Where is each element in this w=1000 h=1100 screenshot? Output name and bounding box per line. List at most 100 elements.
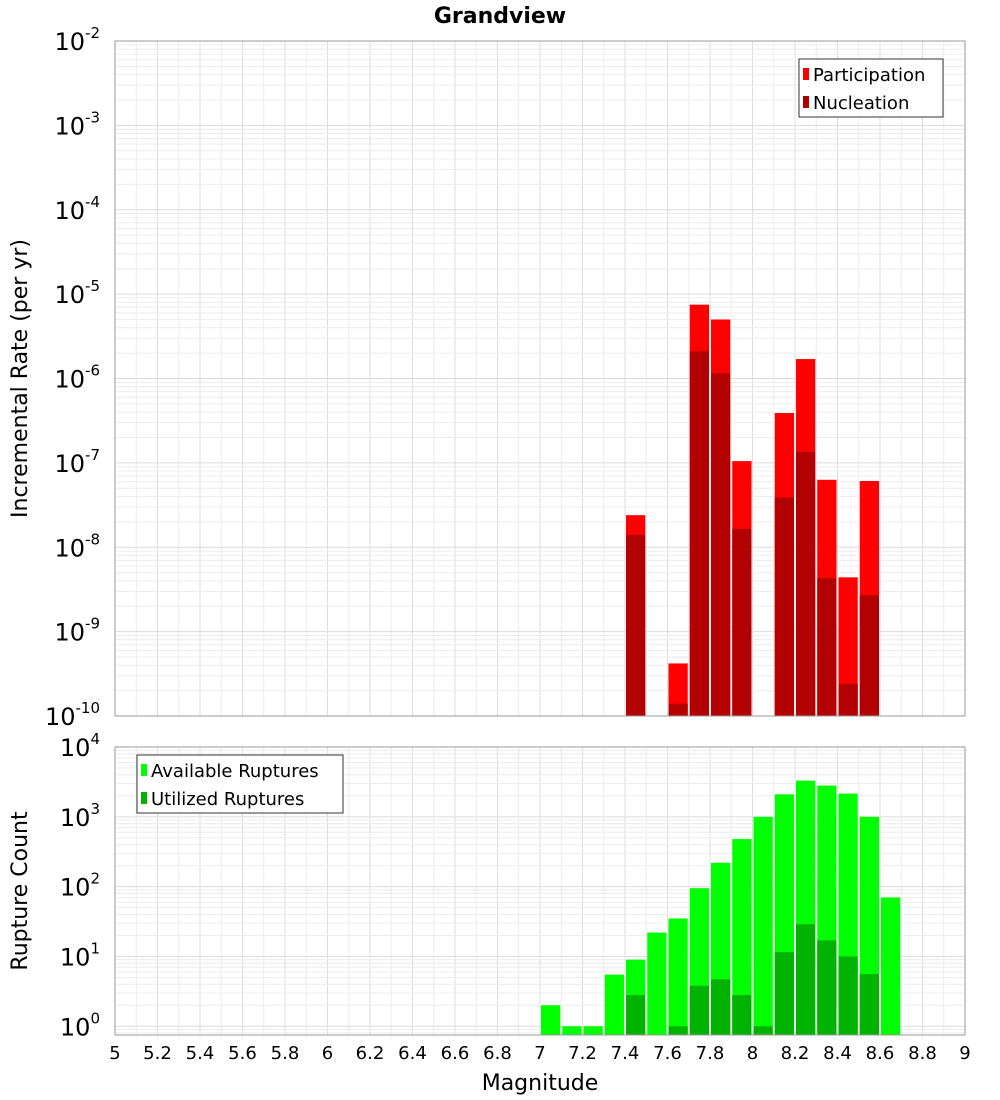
bar <box>859 595 879 716</box>
bar <box>562 1026 582 1035</box>
y-tick-exponent: -7 <box>85 446 100 464</box>
legend-swatch <box>141 792 147 804</box>
x-tick-label: 7.6 <box>653 1043 682 1064</box>
x-tick-label: 6.8 <box>483 1043 512 1064</box>
y-tick-label: 10-6 <box>54 362 100 394</box>
y-tick-label: 104 <box>60 730 100 762</box>
y-tick-base: 10 <box>54 534 85 562</box>
y-tick-exponent: 3 <box>90 800 100 818</box>
legend-label: Participation <box>813 65 925 86</box>
bar <box>796 451 816 716</box>
legend: Participation Nucleation <box>798 58 944 118</box>
y-tick-exponent: -6 <box>85 362 100 380</box>
y-tick-label: 10-2 <box>54 24 100 56</box>
legend-label: Available Ruptures <box>151 761 319 782</box>
bar <box>626 995 646 1035</box>
y-tick-label: 10-7 <box>54 446 100 478</box>
bar <box>668 1026 688 1035</box>
y-tick-label: 10-9 <box>54 615 100 647</box>
y-tick-exponent: -5 <box>85 277 100 295</box>
y-tick-exponent: 1 <box>90 939 100 957</box>
y-tick-base: 10 <box>54 28 85 56</box>
bar <box>817 578 837 716</box>
series-utilized-ruptures <box>626 924 879 1035</box>
y-tick-base: 10 <box>45 703 76 731</box>
x-tick-label: 8.6 <box>866 1043 895 1064</box>
y-tick-base: 10 <box>54 281 85 309</box>
y-tick-label: 10-8 <box>54 530 100 562</box>
x-tick-label: 5.2 <box>143 1043 172 1064</box>
legend-swatch <box>803 96 809 108</box>
y-tick-base: 10 <box>54 450 85 478</box>
x-tick-label: 5 <box>109 1043 120 1064</box>
y-tick-exponent: -8 <box>85 530 100 548</box>
bar <box>668 663 688 716</box>
bar <box>541 1005 561 1035</box>
y-tick-label: 10-5 <box>54 277 100 309</box>
bar <box>711 979 731 1035</box>
bar <box>881 897 901 1035</box>
x-tick-label: 8.4 <box>823 1043 852 1064</box>
bar <box>689 351 709 716</box>
y-tick-base: 10 <box>60 804 91 832</box>
y-tick-exponent: -9 <box>85 615 100 633</box>
bar <box>838 577 858 716</box>
x-tick-label: 6.6 <box>441 1043 470 1064</box>
bar <box>838 956 858 1035</box>
x-tick-label: 9 <box>959 1043 970 1064</box>
legend-box <box>136 754 344 814</box>
y-tick-exponent: -4 <box>85 193 100 211</box>
y-tick-base: 10 <box>60 874 91 902</box>
y-tick-label: 101 <box>60 939 100 971</box>
y-tick-label: 102 <box>60 870 100 902</box>
x-tick-label: 6 <box>322 1043 333 1064</box>
y-tick-base: 10 <box>54 112 85 140</box>
x-tick-label: 7 <box>534 1043 545 1064</box>
chart-panel-0: 10-210-310-410-510-610-710-810-910-10Inc… <box>8 4 966 731</box>
y-tick-exponent: 0 <box>90 1009 100 1027</box>
bar <box>689 985 709 1035</box>
y-tick-label: 10-4 <box>54 193 100 225</box>
bar <box>711 373 731 716</box>
bar <box>732 995 752 1035</box>
bar <box>796 924 816 1035</box>
y-tick-base: 10 <box>54 619 85 647</box>
legend-label: Utilized Ruptures <box>151 789 304 810</box>
x-axis-label: Magnitude <box>482 1071 599 1096</box>
bar <box>626 534 646 716</box>
y-tick-exponent: 2 <box>90 870 100 888</box>
plot-frame <box>114 40 966 717</box>
y-tick-label: 10-3 <box>54 108 100 140</box>
y-tick-exponent: 4 <box>90 730 100 748</box>
legend-swatch <box>141 764 147 776</box>
x-tick-label: 8.2 <box>781 1043 810 1064</box>
legend: Available Ruptures Utilized Ruptures <box>136 754 344 814</box>
x-tick-label: 6.4 <box>398 1043 427 1064</box>
legend-label: Nucleation <box>813 93 909 114</box>
plot-frame <box>114 746 966 1036</box>
y-tick-label: 103 <box>60 800 100 832</box>
y-tick-base: 10 <box>60 734 91 762</box>
x-tick-label: 7.4 <box>611 1043 640 1064</box>
y-tick-exponent: -10 <box>76 699 101 717</box>
y-axis-label: Rupture Count <box>8 811 33 971</box>
y-tick-label: 10-10 <box>45 699 100 731</box>
y-tick-exponent: -3 <box>85 108 100 126</box>
bar <box>583 1026 603 1035</box>
y-tick-label: 100 <box>60 1009 100 1041</box>
bar <box>668 918 688 1035</box>
bar <box>647 932 667 1035</box>
x-tick-label: 5.8 <box>271 1043 300 1064</box>
y-tick-base: 10 <box>54 197 85 225</box>
legend-swatch <box>803 68 809 80</box>
bar <box>859 974 879 1035</box>
series-nucleation <box>626 351 879 716</box>
bar <box>604 974 624 1035</box>
x-tick-label: 7.2 <box>568 1043 597 1064</box>
chart-title: Grandview <box>434 4 566 29</box>
bar <box>732 839 752 1035</box>
y-tick-base: 10 <box>60 1013 91 1041</box>
y-tick-exponent: -2 <box>85 24 100 42</box>
